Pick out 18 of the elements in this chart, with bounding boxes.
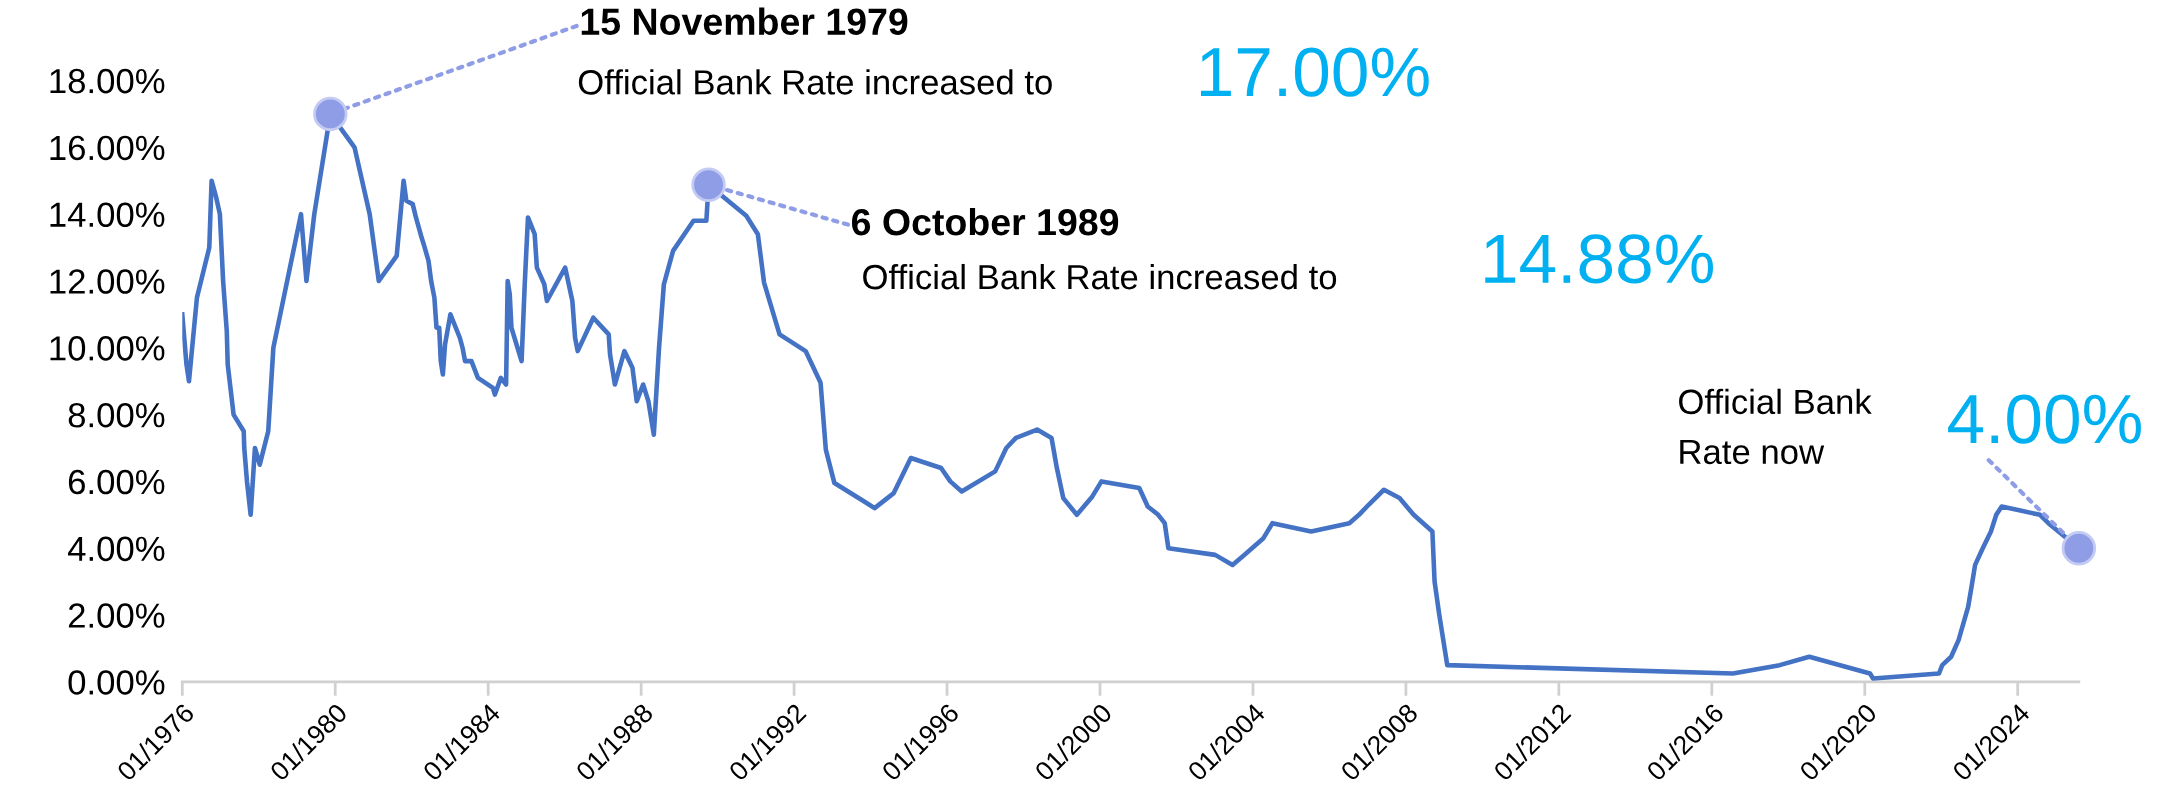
annotation: 17.00% <box>1200 47 1429 97</box>
y-tick-label: 4.00% <box>67 536 165 562</box>
y-tick-label: 16.00% <box>50 135 165 161</box>
y-tick-label: 12.00% <box>50 269 165 294</box>
y-tick-label: 0.00% <box>68 670 165 695</box>
y-tick-label: 6.00% <box>68 469 165 495</box>
y-tick-label: 2.00% <box>68 603 165 628</box>
annotation: 6 October 1989 <box>852 207 1119 236</box>
y-tick-label: 18.00% <box>50 68 165 94</box>
annotation: 14.88% <box>1485 234 1713 284</box>
annotation: 15 November 1979 <box>581 7 908 36</box>
annotation: Official Bank Rate increased to <box>863 263 1337 290</box>
annotation: Official Bank Rate now <box>1679 388 1872 465</box>
y-tick-label: 10.00% <box>50 336 165 361</box>
y-tick-label: 14.00% <box>50 202 165 228</box>
annotation: Official Bank Rate increased to <box>578 69 1052 95</box>
y-tick-label: 8.00% <box>68 402 165 428</box>
annotation: 4.00% <box>1948 394 2141 444</box>
